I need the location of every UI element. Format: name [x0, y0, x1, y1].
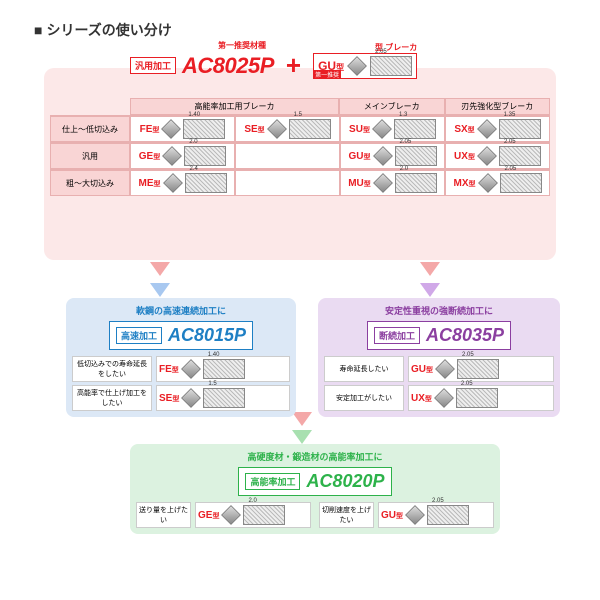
desc-cell: 高能率で仕上げ加工をしたい: [72, 385, 152, 411]
top-hero-row: 汎用加工 AC8025P + GU型 第一推奨: [130, 50, 417, 81]
arrow-down-icon: [292, 430, 312, 444]
arrow-down-icon: [150, 262, 170, 276]
row-header: 汎用: [50, 143, 130, 169]
table-row: 粗～大切込み ME型 MU型 MX型: [50, 169, 550, 196]
tag-highefficiency: 高能率加工: [245, 473, 300, 490]
row-header: 粗～大切込み: [50, 170, 130, 196]
product-ac8015p: AC8015P: [168, 325, 246, 346]
arrow-down-icon: [420, 262, 440, 276]
main-table: 高能率加工用ブレーカ メインブレーカ 刃先強化型ブレーカ 仕上～低切込み FE型…: [50, 98, 550, 196]
arrow-down-icon: [292, 412, 312, 426]
desc-cell: 低切込みでの寿命延長をしたい: [72, 356, 152, 382]
green-section: 高硬度材・鍛造材の高能率加工に 高能率加工 AC8020P 送り量を上げたいGE…: [130, 444, 500, 534]
arrow-down-icon: [420, 283, 440, 297]
blue-section: 軟鋼の高速連続加工に 高速加工 AC8015P 低切込みでの寿命延長をしたいFE…: [66, 298, 296, 417]
desc-cell: 安定加工がしたい: [324, 385, 404, 411]
col-header-3: 刃先強化型ブレーカ: [445, 98, 551, 115]
table-row: 汎用 GE型 GU型 UX型: [50, 142, 550, 169]
col-header-2: メインブレーカ: [339, 98, 445, 115]
arrow-down-icon: [150, 283, 170, 297]
product-ac8035p: AC8035P: [426, 325, 504, 346]
product-ac8025p: AC8025P: [182, 53, 274, 79]
col-header-1: 高能率加工用ブレーカ: [130, 98, 339, 115]
desc-cell: 切削速度を上げたい: [319, 502, 374, 528]
green-caption: 高硬度材・鍛造材の高能率加工に: [136, 450, 494, 463]
product-ac8020p: AC8020P: [306, 471, 384, 492]
page-title: シリーズの使い分け: [34, 20, 172, 40]
drawing-icon: [370, 56, 412, 76]
gu-breaker-box: GU型 第一推奨: [313, 53, 417, 79]
purple-section: 安定性重視の強断続加工に 断続加工 AC8035P 寿命延長したいGU型 安定加…: [318, 298, 560, 417]
desc-cell: 寿命延長したい: [324, 356, 404, 382]
insert-icon: [347, 56, 367, 76]
plus-icon: +: [286, 50, 301, 81]
desc-cell: 送り量を上げたい: [136, 502, 191, 528]
purple-caption: 安定性重視の強断続加工に: [324, 304, 554, 317]
tag-general: 汎用加工: [130, 57, 176, 74]
tag-interrupted: 断続加工: [374, 327, 420, 344]
table-row: 仕上～低切込み FE型 SE型 SU型 SX型: [50, 115, 550, 142]
tag-highspeed: 高速加工: [116, 327, 162, 344]
row-header: 仕上～低切込み: [50, 116, 130, 142]
gu-subtag: 第一推奨: [313, 70, 341, 79]
blue-caption: 軟鋼の高速連続加工に: [72, 304, 290, 317]
